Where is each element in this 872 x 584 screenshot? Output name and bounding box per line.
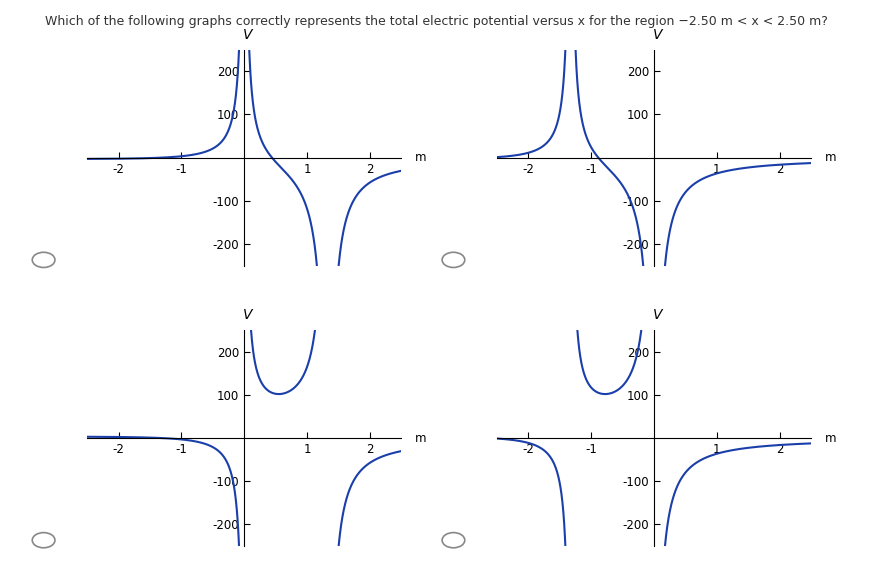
Text: V: V	[243, 28, 253, 42]
Text: m: m	[415, 432, 426, 444]
Text: m: m	[825, 432, 836, 444]
Text: V: V	[653, 308, 663, 322]
Text: Which of the following graphs correctly represents the total electric potential : Which of the following graphs correctly …	[44, 15, 828, 27]
Text: V: V	[243, 308, 253, 322]
Text: m: m	[415, 151, 426, 164]
Text: V: V	[653, 28, 663, 42]
Text: m: m	[825, 151, 836, 164]
